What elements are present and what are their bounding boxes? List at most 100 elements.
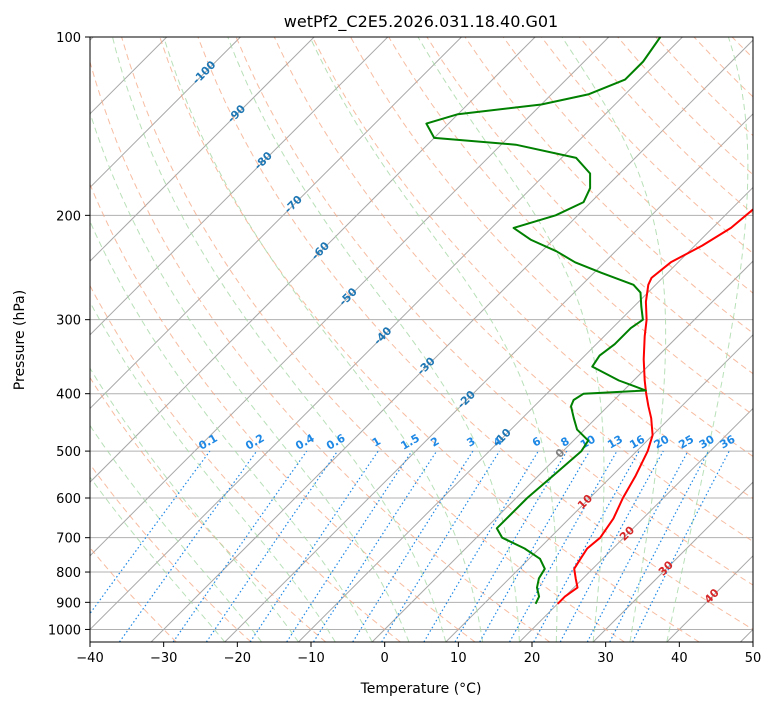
x-tick-label: 30 (597, 651, 614, 666)
mixing-ratio-label: 0.1 (196, 432, 219, 453)
mixing-ratio-label: 13 (605, 433, 625, 452)
series-layer (425, 37, 753, 605)
moist-adiabat-line (90, 476, 226, 642)
dry-adiabat-line (197, 37, 753, 630)
isotherm-line (90, 37, 462, 410)
x-tick-label: −40 (76, 651, 103, 666)
dry-adiabat-line (273, 37, 753, 543)
mixing-ratio-line (119, 450, 258, 642)
mixing-ratio-label: 1 (370, 435, 383, 450)
x-tick-label: −10 (297, 651, 324, 666)
isotherm-line (666, 555, 753, 642)
mixing-ratio-line (533, 450, 640, 642)
dry-adiabat-line (235, 37, 753, 586)
y-tick-label: 400 (56, 388, 81, 403)
isotherm-line (90, 37, 389, 336)
mixing-ratio-label: 16 (627, 432, 647, 451)
y-axis-label: Pressure (hPa) (12, 290, 28, 390)
isotherm-line (90, 37, 315, 262)
mixing-ratio-line (559, 450, 664, 642)
mixing-ratio-line (172, 450, 308, 642)
x-axis: −40 −30 −20 −10 0 10 20 30 40 50 (76, 642, 761, 666)
mixing-ratio-label: 0.4 (293, 431, 317, 452)
moist-adiabat-line (561, 37, 667, 642)
dewpoint-profile-line (425, 37, 662, 605)
isotherm-line (592, 481, 753, 642)
isotherm-label: -30 (415, 354, 438, 377)
plot-frame (89, 36, 754, 643)
mixing-ratio-line (205, 450, 338, 642)
moist-adiabat-line (90, 220, 373, 642)
dry-adiabat-line (655, 37, 753, 137)
y-tick-label: 500 (56, 445, 81, 460)
mixing-ratio-line (381, 450, 501, 642)
y-tick-label: 800 (56, 566, 81, 581)
moist-adiabat-line (227, 37, 520, 642)
moist-adiabat-line (90, 424, 262, 642)
dry-adiabat-line (388, 37, 753, 416)
dry-adiabat-line (693, 37, 753, 98)
isotherm-line (150, 39, 753, 642)
y-tick-label: 200 (56, 209, 81, 224)
dry-adiabat-line (350, 37, 753, 458)
dry-adiabat-line (541, 37, 753, 254)
y-tick-label: 600 (56, 492, 81, 507)
mixing-ratio-line (352, 450, 474, 642)
mixing-ratio-label: 30 (697, 432, 717, 451)
dry-adiabat-line (90, 284, 401, 642)
mixing-ratio-line (632, 450, 730, 642)
moist-adiabat-line (417, 37, 605, 642)
mixing-ratio-line (312, 450, 438, 642)
x-tick-label: −20 (224, 651, 251, 666)
temperature-profile-line (556, 208, 753, 605)
mixing-ratio-label: 36 (718, 432, 738, 451)
dry-adiabat-line (159, 37, 700, 642)
isotherm-line (90, 37, 610, 557)
isotherm-label: -50 (337, 285, 360, 308)
mixing-ratio-label: 0.2 (243, 432, 266, 453)
isotherm-line (740, 628, 753, 642)
isotherm-label: 40 (702, 586, 722, 606)
dry-adiabat-line (617, 37, 753, 176)
x-tick-label: 10 (450, 651, 467, 666)
dry-adiabat-line (90, 60, 551, 642)
x-tick-label: 50 (745, 651, 762, 666)
dry-adiabat-line (90, 376, 327, 642)
dry-adiabat-line (311, 37, 753, 500)
moist-adiabat-line (163, 37, 484, 642)
chart-title: wetPf2_C2E5.2026.031.18.40.G01 (284, 12, 558, 32)
x-axis-label: Temperature (°C) (360, 681, 482, 697)
isotherm-label: -100 (190, 58, 219, 87)
mixing-ratio-label: 1.5 (398, 432, 421, 453)
x-tick-label: −30 (150, 651, 177, 666)
x-tick-label: 40 (671, 651, 688, 666)
moist-adiabat-line (309, 37, 558, 642)
y-tick-label: 300 (56, 314, 81, 329)
mixing-ratio-label: 25 (676, 433, 696, 452)
y-tick-label: 1000 (48, 623, 81, 638)
y-tick-label: 700 (56, 532, 81, 547)
moist-adiabat-line (90, 367, 299, 642)
y-tick-label: 900 (56, 596, 81, 611)
mixing-ratio-line (454, 450, 568, 642)
isotherm-label: -20 (455, 388, 478, 411)
moist-adiabat-line (666, 37, 749, 642)
x-tick-label: 0 (381, 651, 389, 666)
mixing-ratio-label: 3 (465, 435, 478, 450)
isotherm-line (519, 407, 753, 642)
isotherm-label: -60 (309, 239, 332, 262)
mixing-ratio-line (90, 450, 211, 615)
moist-adiabat-line (112, 37, 447, 642)
dry-adiabat-line (770, 37, 775, 642)
mixing-ratio-line (509, 450, 618, 642)
moist-adiabat-line (90, 301, 336, 642)
isotherm-line (90, 37, 241, 189)
moist-adiabat-line (90, 111, 410, 642)
dry-adiabat-line (121, 37, 625, 642)
y-axis: 100 200 300 400 500 600 700 800 900 1000 (48, 31, 90, 638)
isotherm-line (224, 113, 753, 642)
dry-adiabat-line (90, 182, 476, 642)
x-tick-label: 20 (524, 651, 541, 666)
dry-adiabat-line (90, 463, 252, 642)
